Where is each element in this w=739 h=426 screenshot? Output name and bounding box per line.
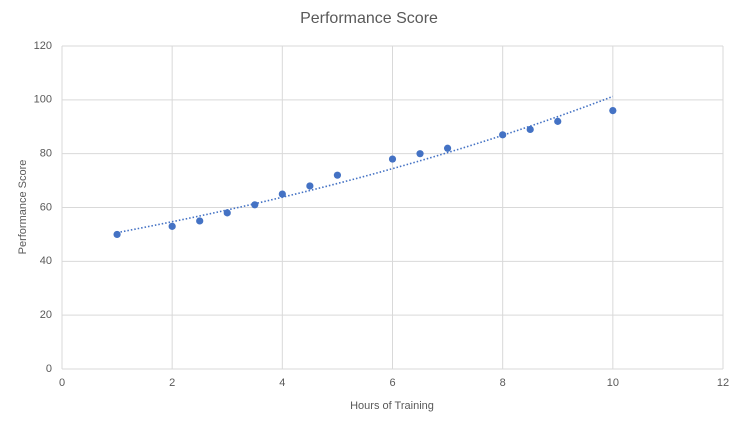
- point: [333, 171, 342, 179]
- point: [223, 209, 231, 217]
- point: [113, 230, 121, 239]
- x-tick-label: 2: [169, 377, 175, 389]
- point: [609, 107, 617, 115]
- chart-title: Performance Score: [300, 10, 438, 27]
- y-tick-label: 0: [46, 363, 52, 375]
- x-tick-label: 10: [607, 377, 619, 389]
- x-tick-label: 8: [500, 377, 506, 389]
- y-tick-label: 120: [34, 40, 52, 52]
- y-tick-label: 20: [40, 309, 52, 321]
- point: [443, 144, 452, 152]
- point: [168, 222, 176, 230]
- point: [278, 190, 286, 198]
- point: [554, 117, 562, 125]
- point: [499, 131, 507, 139]
- point: [251, 201, 259, 209]
- point: [196, 217, 204, 225]
- y-tick-label: 100: [34, 94, 52, 106]
- x-tick-label: 12: [717, 377, 729, 389]
- x-tick-label: 4: [279, 377, 285, 389]
- x-tick-label: 0: [59, 377, 65, 389]
- y-tick-label: 60: [40, 201, 52, 213]
- x-axis-label: Hours of Training: [350, 400, 434, 412]
- point: [526, 125, 534, 134]
- y-axis-label: Performance Score: [17, 160, 29, 255]
- y-tick-label: 40: [40, 255, 52, 267]
- y-tick-label: 80: [40, 148, 52, 160]
- point: [416, 150, 424, 158]
- x-tick-label: 6: [389, 377, 395, 389]
- trendline: [116, 95, 614, 234]
- point: [388, 155, 397, 163]
- point: [306, 182, 314, 190]
